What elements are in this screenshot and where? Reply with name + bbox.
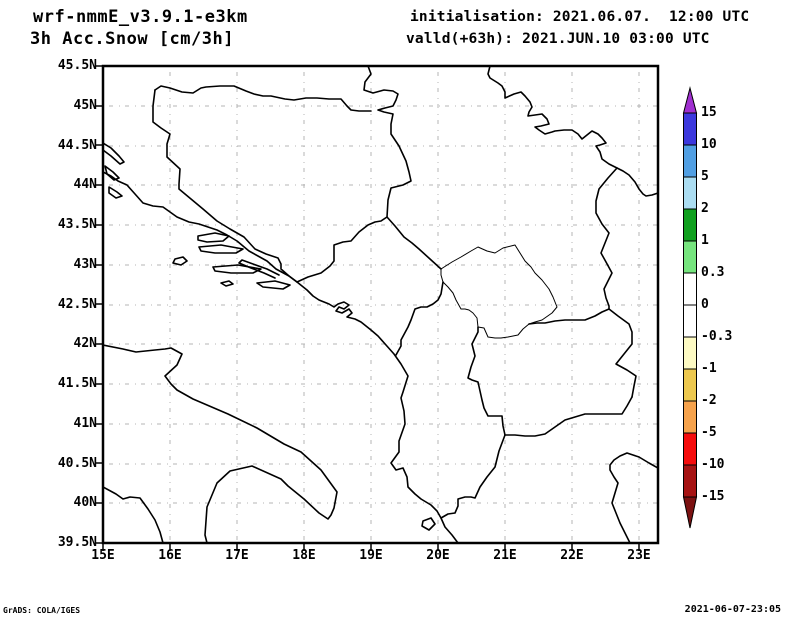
border-albania-greece (440, 434, 506, 519)
colorbar-label: 2 (701, 201, 709, 216)
initialisation-time: initialisation: 2021.06.07. 12:00 UTC (410, 9, 750, 25)
border-montenegro-albania (395, 281, 444, 356)
lat-label: 39.5N (57, 535, 97, 550)
lon-label: 15E (91, 548, 115, 563)
creation-timestamp: 2021-06-07-23:05 (684, 604, 781, 615)
coastline-peljesac-peninsula (238, 259, 280, 279)
colorbar-segment (683, 304, 697, 338)
lat-label: 44N (73, 177, 97, 192)
colorbar-segment (683, 208, 697, 242)
lat-label: 45.5N (57, 58, 97, 73)
colorbar-label: -5 (701, 425, 717, 440)
model-title: wrf-nmmE_v3.9.1-e3km (33, 7, 248, 27)
lat-label: 45N (73, 98, 97, 113)
colorbar-label: 15 (701, 105, 717, 120)
colorbar-label: -2 (701, 393, 717, 408)
border-serbia-romania-danube (487, 66, 658, 197)
colorbar-segment (683, 240, 697, 274)
colorbar-segment (683, 176, 697, 210)
colorbar-segment (683, 464, 697, 498)
colorbar-segment (683, 336, 697, 370)
latitude-ticks (95, 65, 103, 544)
product-title: 3h Acc.Snow [cm/3h] (30, 29, 234, 49)
colorbar-segment (683, 144, 697, 178)
lat-label: 41N (73, 416, 97, 431)
lat-label: 43.5N (57, 217, 97, 232)
border-kosovo (440, 244, 558, 339)
lon-label: 18E (292, 548, 316, 563)
coastline-italy-adriatic (103, 344, 338, 543)
coastline-greece-thermaic-gulf (609, 452, 658, 543)
colorbar-label: -1 (701, 361, 717, 376)
lat-label: 40.5N (57, 456, 97, 471)
colorbar-segment (683, 400, 697, 434)
lon-label: 19E (359, 548, 383, 563)
colorbar-segment (683, 368, 697, 402)
colorbar-arrow-bottom (682, 496, 698, 529)
lat-label: 42.5N (57, 297, 97, 312)
colorbar-segment (683, 432, 697, 466)
colorbar-arrow-top (682, 86, 698, 114)
colorbar-segment (683, 112, 697, 146)
border-serbia-macedonia (528, 308, 610, 325)
border-macedonia-greece (504, 396, 633, 437)
lon-label: 21E (493, 548, 517, 563)
border-macedonia-bulgaria (608, 308, 637, 398)
coastline-adriatic-islands (103, 142, 436, 531)
colorbar-label: -0.3 (701, 329, 733, 344)
colorbar-label: 1 (701, 233, 709, 248)
lon-label: 20E (426, 548, 450, 563)
coastline-adriatic-east (103, 171, 459, 543)
border-macedonia-albania (467, 326, 506, 436)
border-serbia-croatia-drina (363, 66, 442, 270)
lat-label: 43N (73, 257, 97, 272)
colorbar-label: 0.3 (701, 265, 725, 280)
colorbar-label: 0 (701, 297, 709, 312)
colorbar (682, 86, 698, 529)
lon-label: 16E (158, 548, 182, 563)
lon-label: 23E (627, 548, 651, 563)
graticule-parallels (103, 105, 658, 504)
valid-time: valld(+63h): 2021.JUN.10 03:00 UTC (406, 31, 710, 47)
longitude-ticks (102, 543, 640, 551)
border-serbia-bulgaria (595, 167, 618, 310)
lat-label: 44.5N (57, 138, 97, 153)
lat-label: 41.5N (57, 376, 97, 391)
colorbar-segment (683, 272, 697, 306)
colorbar-label: 10 (701, 137, 717, 152)
lon-label: 22E (560, 548, 584, 563)
border-bosnia-montenegro (296, 216, 388, 283)
border-bosnia-croatia-sava (154, 85, 372, 112)
colorbar-label: -15 (701, 489, 725, 504)
grads-credit: GrADS: COLA/IGES (3, 606, 81, 615)
colorbar-label: 5 (701, 169, 709, 184)
lat-label: 40N (73, 495, 97, 510)
lon-label: 17E (225, 548, 249, 563)
border-bosnia-croatia-west (152, 89, 298, 283)
coastline-italy-tyrrhenian (103, 486, 164, 543)
lat-label: 42N (73, 336, 97, 351)
colorbar-label: -10 (701, 457, 725, 472)
